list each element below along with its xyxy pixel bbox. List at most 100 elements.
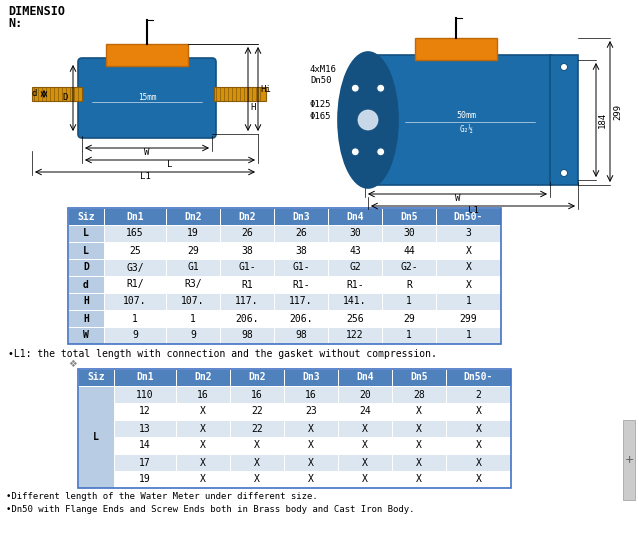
Bar [284, 437, 338, 454]
Text: Φ125: Φ125 [310, 100, 332, 109]
Bar [328, 276, 382, 293]
Bar [382, 208, 436, 225]
Bar [230, 420, 284, 437]
Text: G1-: G1- [238, 262, 256, 272]
Text: W: W [455, 194, 460, 203]
Text: 26: 26 [295, 229, 307, 239]
Text: X: X [362, 440, 368, 450]
Bar [338, 471, 392, 488]
Bar [114, 369, 176, 386]
Bar [446, 403, 511, 420]
Bar [274, 310, 328, 327]
Bar [104, 276, 166, 293]
Bar [104, 259, 166, 276]
Text: Dn2: Dn2 [238, 211, 256, 221]
Text: X: X [308, 424, 314, 434]
Text: 38: 38 [241, 246, 253, 256]
Text: Dn5: Dn5 [410, 373, 428, 383]
Bar [392, 471, 446, 488]
Text: DIMENSIO: DIMENSIO [8, 5, 65, 18]
Text: 43: 43 [349, 246, 361, 256]
Text: •Dn50 with Flange Ends and Screw Ends both in Brass body and Cast Iron Body.: •Dn50 with Flange Ends and Screw Ends bo… [6, 505, 415, 514]
Text: X: X [416, 406, 422, 416]
Bar [328, 259, 382, 276]
Bar [550, 55, 578, 185]
Text: R1: R1 [241, 280, 253, 290]
Bar [176, 420, 230, 437]
Text: X: X [362, 424, 368, 434]
Text: R1-: R1- [346, 280, 364, 290]
Text: 1: 1 [190, 314, 196, 324]
Text: 1: 1 [406, 296, 412, 306]
Bar [220, 259, 274, 276]
Bar [176, 454, 230, 471]
Text: ❖: ❖ [68, 359, 77, 369]
Text: 107.: 107. [123, 296, 147, 306]
Text: Dn1: Dn1 [126, 211, 144, 221]
Text: 256: 256 [346, 314, 364, 324]
Bar [220, 293, 274, 310]
Text: 22: 22 [251, 424, 263, 434]
Text: Dn2: Dn2 [194, 373, 212, 383]
Bar [392, 369, 446, 386]
Bar [230, 369, 284, 386]
Bar [436, 327, 501, 344]
Text: 24: 24 [359, 406, 371, 416]
Text: W: W [144, 148, 150, 157]
Text: Dn3: Dn3 [302, 373, 320, 383]
Text: X: X [416, 440, 422, 450]
Bar [166, 208, 220, 225]
Bar [436, 208, 501, 225]
Text: Dn5: Dn5 [400, 211, 418, 221]
Text: +: + [624, 455, 634, 465]
Text: X: X [308, 440, 314, 450]
Text: R1/: R1/ [126, 280, 144, 290]
Bar [436, 242, 501, 259]
Text: L1: L1 [140, 172, 150, 181]
Text: X: X [466, 262, 472, 272]
Text: 122: 122 [346, 330, 364, 340]
Ellipse shape [560, 63, 567, 71]
Text: 206.: 206. [235, 314, 259, 324]
Bar [338, 403, 392, 420]
Bar [623, 420, 635, 500]
Bar [220, 327, 274, 344]
Bar [338, 369, 392, 386]
Text: X: X [254, 440, 260, 450]
Bar [176, 386, 230, 403]
Text: •L1: the total length with connection and the gasket without compression.: •L1: the total length with connection an… [8, 349, 437, 359]
Text: 206.: 206. [289, 314, 312, 324]
Text: 20: 20 [359, 390, 371, 400]
Text: 1: 1 [466, 296, 472, 306]
Bar [338, 437, 392, 454]
Bar [230, 437, 284, 454]
Bar [230, 403, 284, 420]
Text: 1: 1 [466, 330, 472, 340]
Bar [68, 242, 104, 259]
Text: 141.: 141. [343, 296, 367, 306]
Text: X: X [200, 440, 206, 450]
Text: X: X [362, 474, 368, 484]
Bar [68, 276, 104, 293]
Text: X: X [466, 246, 472, 256]
Text: 29: 29 [403, 314, 415, 324]
Bar [274, 242, 328, 259]
Text: 1: 1 [132, 314, 138, 324]
Bar [220, 310, 274, 327]
Text: X: X [200, 406, 206, 416]
Bar [274, 259, 328, 276]
Text: 22: 22 [251, 406, 263, 416]
Text: 16: 16 [197, 390, 209, 400]
Text: 1: 1 [406, 330, 412, 340]
Text: X: X [254, 474, 260, 484]
Text: Dn4: Dn4 [346, 211, 364, 221]
Bar [392, 437, 446, 454]
Ellipse shape [351, 148, 359, 156]
Bar [446, 471, 511, 488]
Text: G₂½: G₂½ [460, 126, 473, 135]
Text: L: L [83, 229, 89, 239]
Text: 19: 19 [139, 474, 151, 484]
Bar [176, 437, 230, 454]
Bar [436, 276, 501, 293]
Bar [284, 454, 338, 471]
